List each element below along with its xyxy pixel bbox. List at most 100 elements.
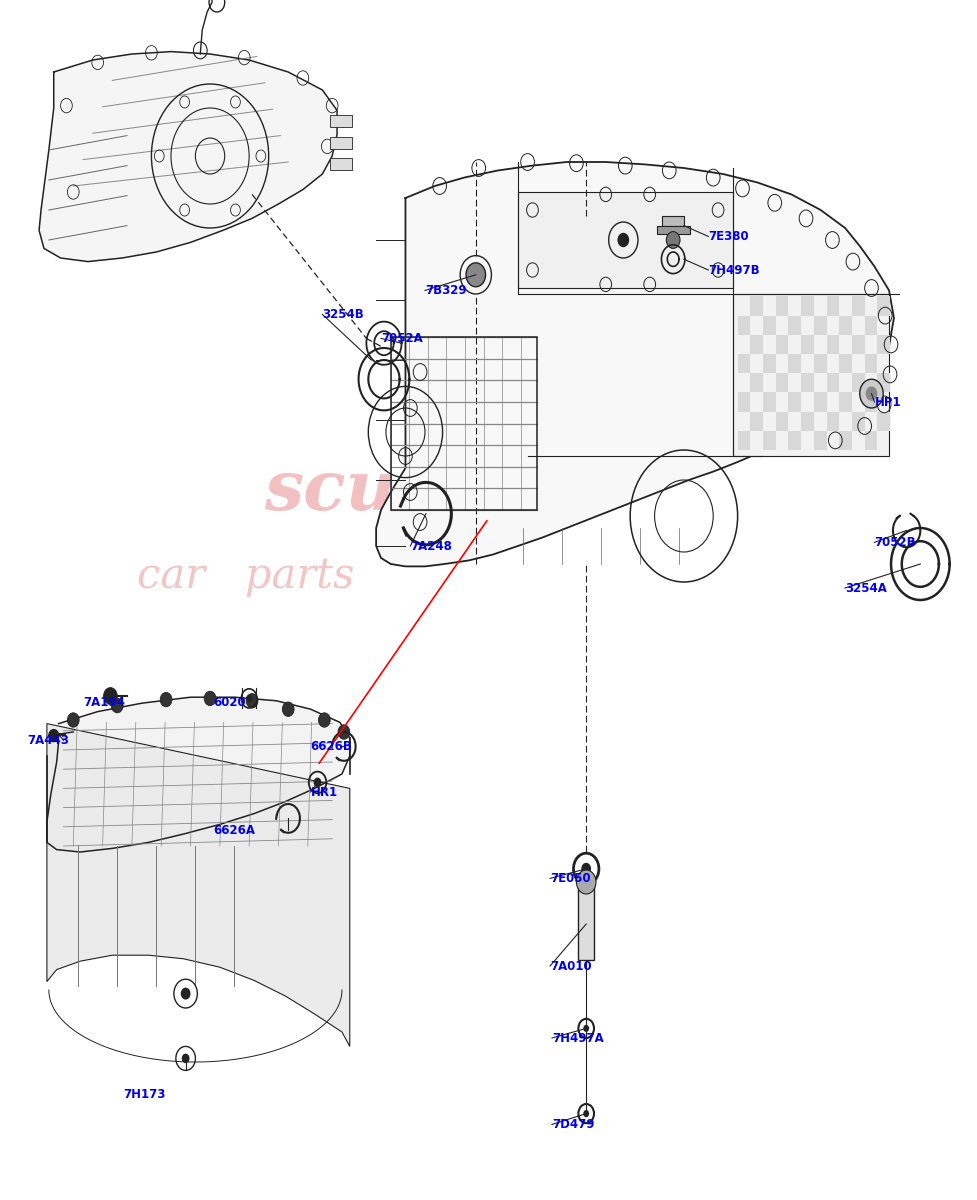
Text: 7052A: 7052A bbox=[381, 332, 423, 344]
Polygon shape bbox=[839, 354, 852, 373]
Circle shape bbox=[314, 778, 321, 787]
Polygon shape bbox=[47, 724, 350, 1046]
Polygon shape bbox=[814, 354, 827, 373]
Text: 6020: 6020 bbox=[213, 696, 245, 708]
Circle shape bbox=[860, 379, 883, 408]
Polygon shape bbox=[750, 296, 763, 316]
Circle shape bbox=[338, 725, 350, 739]
Circle shape bbox=[181, 988, 191, 1000]
Circle shape bbox=[246, 695, 252, 702]
Polygon shape bbox=[47, 697, 350, 852]
Polygon shape bbox=[814, 392, 827, 412]
Polygon shape bbox=[827, 412, 839, 431]
Circle shape bbox=[666, 232, 680, 248]
Bar bbox=[330, 158, 352, 170]
Text: car   parts: car parts bbox=[137, 554, 354, 596]
Polygon shape bbox=[776, 373, 788, 392]
Polygon shape bbox=[814, 316, 827, 335]
Circle shape bbox=[246, 694, 258, 708]
Circle shape bbox=[111, 698, 123, 713]
Polygon shape bbox=[763, 431, 776, 450]
Polygon shape bbox=[865, 392, 877, 412]
Polygon shape bbox=[776, 296, 788, 316]
Polygon shape bbox=[662, 216, 684, 226]
Circle shape bbox=[866, 386, 877, 401]
Polygon shape bbox=[877, 296, 890, 316]
Polygon shape bbox=[738, 316, 750, 335]
Polygon shape bbox=[788, 392, 801, 412]
Polygon shape bbox=[39, 52, 337, 262]
Circle shape bbox=[466, 263, 486, 287]
Text: 7E050: 7E050 bbox=[550, 872, 591, 884]
Polygon shape bbox=[738, 431, 750, 450]
Text: 7H497B: 7H497B bbox=[708, 264, 760, 276]
Text: 7A010: 7A010 bbox=[550, 960, 592, 972]
Polygon shape bbox=[877, 373, 890, 392]
Circle shape bbox=[204, 691, 216, 706]
Text: 6626A: 6626A bbox=[213, 824, 255, 836]
Polygon shape bbox=[865, 316, 877, 335]
Polygon shape bbox=[814, 431, 827, 450]
Text: 7052B: 7052B bbox=[874, 536, 916, 548]
Polygon shape bbox=[801, 373, 814, 392]
Circle shape bbox=[160, 692, 172, 707]
Text: 7A194: 7A194 bbox=[83, 696, 125, 708]
Bar bbox=[330, 137, 352, 149]
Polygon shape bbox=[788, 354, 801, 373]
Polygon shape bbox=[788, 316, 801, 335]
Polygon shape bbox=[865, 354, 877, 373]
Circle shape bbox=[319, 713, 330, 727]
Polygon shape bbox=[827, 335, 839, 354]
Text: 3254B: 3254B bbox=[322, 308, 364, 320]
Circle shape bbox=[617, 233, 629, 247]
Circle shape bbox=[583, 1110, 589, 1117]
Polygon shape bbox=[852, 412, 865, 431]
Polygon shape bbox=[788, 431, 801, 450]
Polygon shape bbox=[657, 226, 690, 234]
Polygon shape bbox=[827, 373, 839, 392]
Text: HR1: HR1 bbox=[311, 786, 338, 798]
Circle shape bbox=[104, 688, 117, 704]
Polygon shape bbox=[738, 354, 750, 373]
Polygon shape bbox=[839, 316, 852, 335]
Text: 3254A: 3254A bbox=[845, 582, 887, 594]
Polygon shape bbox=[801, 335, 814, 354]
Polygon shape bbox=[801, 412, 814, 431]
Polygon shape bbox=[738, 392, 750, 412]
Polygon shape bbox=[750, 335, 763, 354]
Text: scuderia: scuderia bbox=[264, 457, 597, 524]
Text: HP1: HP1 bbox=[874, 396, 901, 408]
Polygon shape bbox=[827, 296, 839, 316]
Text: 7A443: 7A443 bbox=[27, 734, 69, 746]
Polygon shape bbox=[852, 296, 865, 316]
Polygon shape bbox=[852, 335, 865, 354]
Polygon shape bbox=[750, 412, 763, 431]
Bar bbox=[330, 115, 352, 127]
Polygon shape bbox=[733, 294, 889, 456]
Polygon shape bbox=[865, 431, 877, 450]
Circle shape bbox=[576, 870, 596, 894]
Text: 7H173: 7H173 bbox=[123, 1088, 166, 1100]
Circle shape bbox=[182, 1054, 190, 1063]
Polygon shape bbox=[801, 296, 814, 316]
Text: 7A248: 7A248 bbox=[410, 540, 452, 552]
Circle shape bbox=[282, 702, 294, 716]
Polygon shape bbox=[839, 431, 852, 450]
Bar bbox=[578, 882, 594, 960]
Text: 7E380: 7E380 bbox=[708, 230, 749, 242]
Polygon shape bbox=[750, 373, 763, 392]
Polygon shape bbox=[376, 162, 894, 566]
Circle shape bbox=[49, 730, 59, 742]
Text: 7H497A: 7H497A bbox=[552, 1032, 604, 1044]
Polygon shape bbox=[877, 412, 890, 431]
Circle shape bbox=[581, 863, 591, 875]
Polygon shape bbox=[776, 412, 788, 431]
Polygon shape bbox=[839, 392, 852, 412]
Text: 7D479: 7D479 bbox=[552, 1118, 595, 1130]
Polygon shape bbox=[763, 392, 776, 412]
Polygon shape bbox=[763, 316, 776, 335]
Circle shape bbox=[67, 713, 79, 727]
Text: 6626B: 6626B bbox=[311, 740, 353, 752]
Text: 7B329: 7B329 bbox=[425, 284, 467, 296]
Polygon shape bbox=[852, 373, 865, 392]
